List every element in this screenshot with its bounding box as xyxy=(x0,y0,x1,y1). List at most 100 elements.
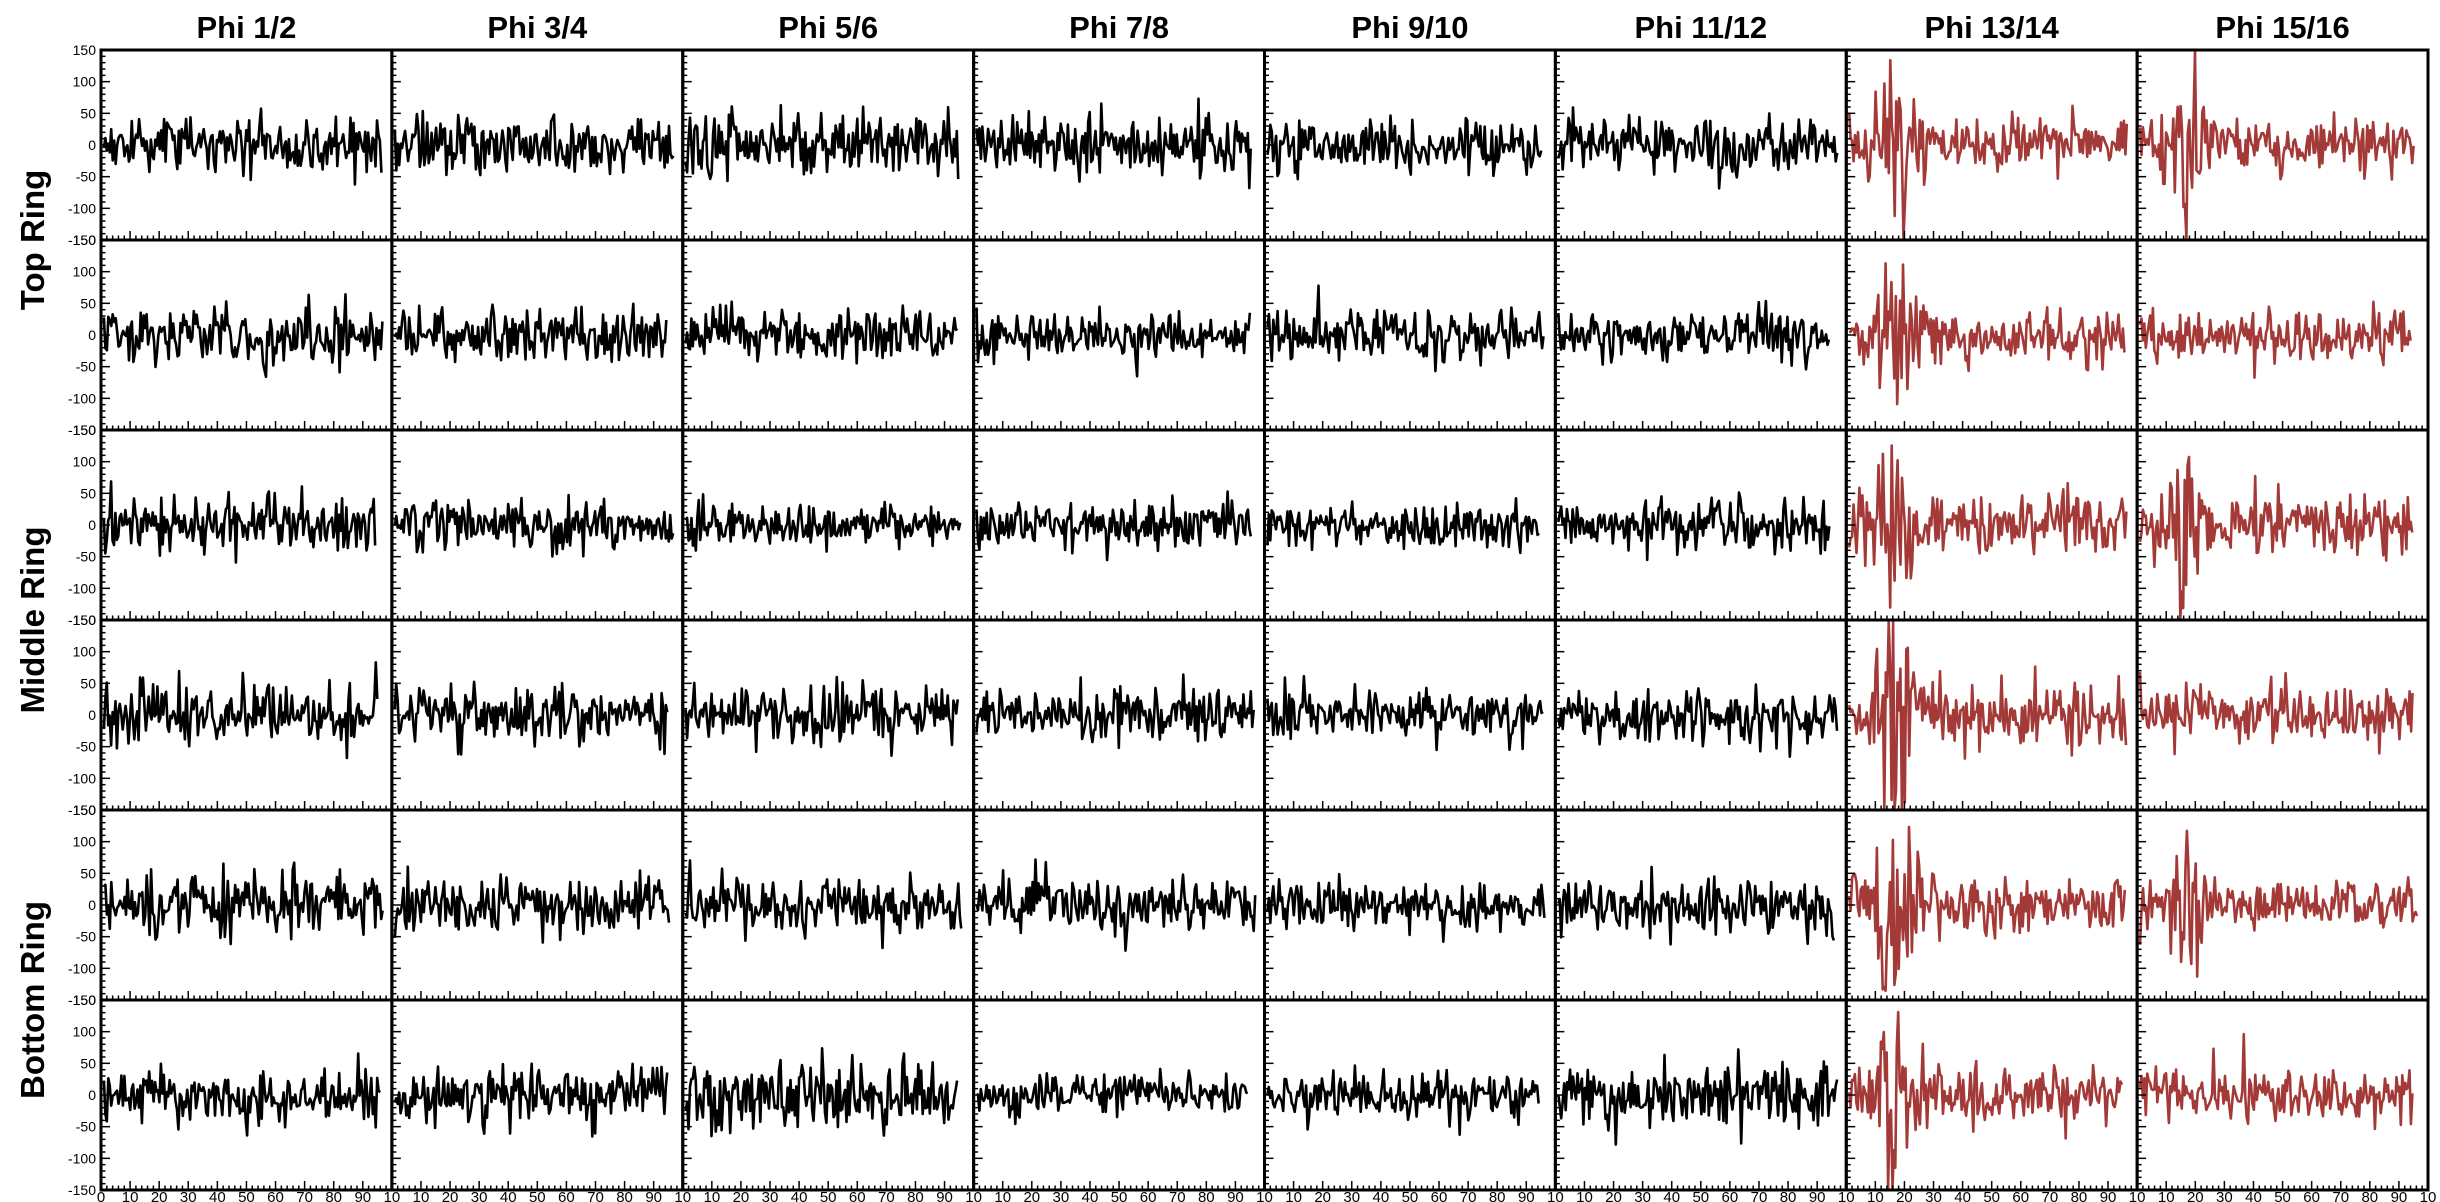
panel-r2-c4 xyxy=(974,240,1265,430)
panel-r1-c6 xyxy=(1555,50,1846,240)
x-tick-label: 40 xyxy=(1663,1189,1680,1202)
series-line-r1-c5 xyxy=(1267,116,1541,180)
x-tick-label: 50 xyxy=(238,1189,255,1202)
y-tick-label: 150 xyxy=(73,42,97,58)
panel-r3-c2 xyxy=(392,430,683,620)
panel-r3-c5 xyxy=(1265,430,1556,620)
series-line-r3-c7 xyxy=(1849,446,2126,608)
x-tick-labels: 0 10 20 30 40 50 60 70 80 90 10 10 20 30 40 50 60 70 80 90 1… xyxy=(97,1189,2437,1202)
panel-r2-c3 xyxy=(683,240,974,430)
x-tick-label: 50 xyxy=(1111,1189,1128,1202)
series-line-r1-c6 xyxy=(1558,107,1837,188)
x-tick-label: 10 xyxy=(1547,1189,1564,1202)
y-tick-label: 100 xyxy=(73,454,97,470)
series-line-r6-c2 xyxy=(395,1064,667,1137)
panel-r3-c4 xyxy=(974,430,1265,620)
panel-r3-c3 xyxy=(683,430,974,620)
panel-r6-c5 xyxy=(1265,1000,1556,1190)
column-title-2: Phi 3/4 xyxy=(487,10,588,45)
x-tick-label: 80 xyxy=(1489,1189,1506,1202)
series-line-r4-c1 xyxy=(104,662,377,758)
y-tick-label: 100 xyxy=(73,644,97,660)
series-line-r1-c8 xyxy=(2140,52,2414,238)
x-tick-label: 10 xyxy=(994,1189,1011,1202)
panel-r6-c7 xyxy=(1846,1000,2137,1190)
panel-r3-c8 xyxy=(2137,430,2428,620)
y-tick-label: -100 xyxy=(68,580,96,596)
x-tick-label: 80 xyxy=(616,1189,633,1202)
y-tick-label: 150 xyxy=(73,232,97,248)
x-tick-label: 60 xyxy=(2012,1189,2029,1202)
series-line-r5-c8 xyxy=(2140,831,2417,977)
x-tick-label: 90 xyxy=(936,1189,953,1202)
series-line-r5-c3 xyxy=(686,860,962,948)
series-line-r2-c3 xyxy=(686,302,958,364)
x-tick-label: 90 xyxy=(354,1189,371,1202)
panel-r5-c6 xyxy=(1555,810,1846,1000)
series-line-r4-c8 xyxy=(2140,672,2413,754)
column-title-8: Phi 15/16 xyxy=(2215,10,2349,45)
series-line-r3-c6 xyxy=(1558,493,1829,561)
x-tick-label: 40 xyxy=(209,1189,226,1202)
panels xyxy=(101,50,2428,1190)
x-tick-label: 70 xyxy=(2332,1189,2349,1202)
panel-r1-c1 xyxy=(101,50,392,240)
panel-r2-c6 xyxy=(1555,240,1846,430)
x-tick-label: 20 xyxy=(2187,1189,2204,1202)
x-tick-label: 10 xyxy=(674,1189,691,1202)
y-tick-label: -100 xyxy=(68,200,96,216)
column-titles: Phi 1/2 Phi 3/4 Phi 5/6 Phi 7/8 Phi 9/10 Phi … xyxy=(196,10,2349,45)
series-line-r2-c1 xyxy=(104,294,383,377)
series-line-r3-c4 xyxy=(977,492,1251,560)
y-tick-label: 150 xyxy=(73,612,97,628)
series-line-r2-c5 xyxy=(1267,286,1543,371)
y-tick-label: -100 xyxy=(68,1150,96,1166)
x-tick-label: 30 xyxy=(180,1189,197,1202)
y-tick-label: -50 xyxy=(76,929,96,945)
x-tick-label: 80 xyxy=(325,1189,342,1202)
x-tick-label: 10 xyxy=(384,1189,401,1202)
series-line-r3-c5 xyxy=(1267,498,1539,553)
series-line-r6-c7 xyxy=(1849,1012,2122,1188)
y-tick-label: 50 xyxy=(80,675,96,691)
panel-r3-c7 xyxy=(1846,430,2137,620)
x-tick-label: 80 xyxy=(1780,1189,1797,1202)
x-tick-label: 20 xyxy=(1605,1189,1622,1202)
panel-r6-c3 xyxy=(683,1000,974,1190)
series-line-r3-c1 xyxy=(104,481,375,562)
y-tick-label: 50 xyxy=(80,105,96,121)
series-line-r4-c5 xyxy=(1267,676,1543,750)
x-tick-label: 10 xyxy=(413,1189,430,1202)
series-line-r2-c8 xyxy=(2140,302,2411,378)
x-tick-label: 30 xyxy=(2216,1189,2233,1202)
x-tick-label: 60 xyxy=(558,1189,575,1202)
x-tick-label: 30 xyxy=(1343,1189,1360,1202)
x-tick-label: 70 xyxy=(1169,1189,1186,1202)
y-tick-label: -100 xyxy=(68,960,96,976)
y-tick-label: 50 xyxy=(80,485,96,501)
x-tick-label: 50 xyxy=(2274,1189,2291,1202)
x-tick-label: 90 xyxy=(1518,1189,1535,1202)
column-title-6: Phi 11/12 xyxy=(1634,10,1767,45)
series-line-r3-c2 xyxy=(395,495,673,556)
panel-r6-c1 xyxy=(101,1000,392,1190)
y-tick-label: 50 xyxy=(80,865,96,881)
x-tick-label: 70 xyxy=(2042,1189,2059,1202)
panel-r2-c1 xyxy=(101,240,392,430)
series-line-r5-c7 xyxy=(1849,827,2125,991)
x-tick-label: 80 xyxy=(2071,1189,2088,1202)
series-line-r1-c1 xyxy=(104,109,382,185)
panel-r3-c1 xyxy=(101,430,392,620)
x-tick-label: 60 xyxy=(267,1189,284,1202)
x-tick-label: 60 xyxy=(849,1189,866,1202)
column-title-3: Phi 5/6 xyxy=(778,10,878,45)
x-tick-label: 70 xyxy=(1460,1189,1477,1202)
x-tick-label: 90 xyxy=(1227,1189,1244,1202)
panel-r4-c8 xyxy=(2137,620,2428,810)
series-line-r6-c1 xyxy=(104,1054,380,1136)
x-tick-label: 10 xyxy=(1285,1189,1302,1202)
series-line-r6-c5 xyxy=(1267,1066,1538,1135)
x-tick-label: 50 xyxy=(1402,1189,1419,1202)
x-tick-label: 30 xyxy=(471,1189,488,1202)
